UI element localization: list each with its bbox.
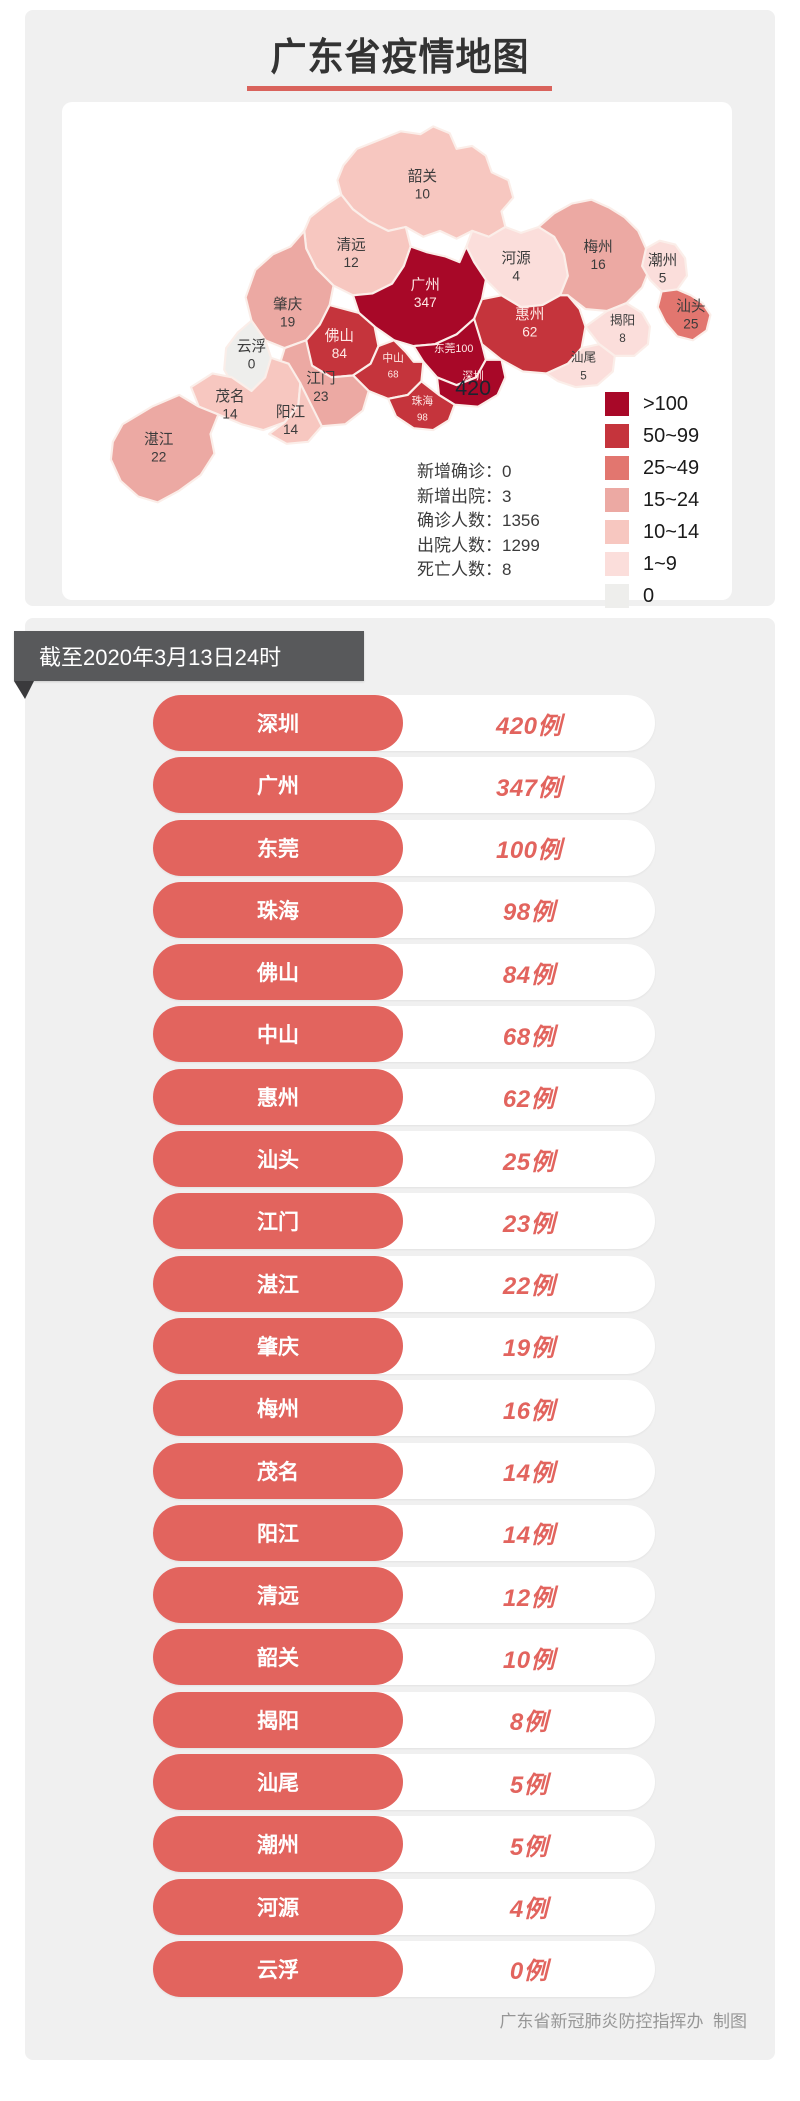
svg-text:8: 8: [619, 332, 626, 345]
svg-text:汕头: 汕头: [676, 298, 705, 315]
svg-text:68: 68: [388, 369, 399, 380]
svg-text:潮州: 潮州: [648, 252, 677, 269]
svg-text:347: 347: [414, 295, 437, 310]
svg-text:中山: 中山: [382, 352, 403, 365]
svg-text:5: 5: [580, 369, 587, 382]
svg-text:14: 14: [222, 406, 238, 421]
svg-text:汕尾: 汕尾: [571, 351, 596, 365]
svg-text:珠海: 珠海: [412, 395, 434, 408]
svg-text:5: 5: [659, 271, 667, 286]
svg-text:肇庆: 肇庆: [273, 296, 303, 313]
svg-text:98: 98: [417, 412, 428, 423]
svg-text:惠州: 惠州: [515, 306, 544, 323]
svg-text:东莞100: 东莞100: [434, 342, 473, 355]
svg-text:16: 16: [591, 257, 606, 272]
svg-text:云浮: 云浮: [237, 338, 266, 355]
svg-text:佛山: 佛山: [325, 327, 354, 344]
svg-text:62: 62: [522, 324, 537, 339]
svg-text:阳江: 阳江: [276, 403, 306, 420]
svg-text:23: 23: [313, 389, 328, 404]
svg-text:梅州: 梅州: [584, 238, 613, 255]
svg-text:25: 25: [683, 317, 699, 332]
svg-text:广州: 广州: [411, 276, 440, 293]
svg-text:22: 22: [151, 449, 166, 464]
svg-text:揭阳: 揭阳: [610, 314, 635, 328]
svg-text:84: 84: [332, 346, 348, 361]
svg-text:4: 4: [512, 269, 520, 284]
svg-text:420: 420: [455, 376, 491, 400]
svg-text:12: 12: [344, 255, 359, 270]
svg-text:湛江: 湛江: [144, 431, 174, 448]
svg-text:0: 0: [248, 357, 256, 372]
svg-text:茂名: 茂名: [215, 388, 244, 405]
svg-text:河源: 河源: [501, 250, 531, 267]
svg-text:19: 19: [280, 315, 295, 330]
svg-text:10: 10: [415, 187, 431, 202]
svg-text:韶关: 韶关: [408, 168, 438, 185]
svg-text:14: 14: [283, 422, 299, 437]
svg-text:清远: 清远: [336, 236, 366, 253]
svg-text:江门: 江门: [306, 370, 335, 387]
